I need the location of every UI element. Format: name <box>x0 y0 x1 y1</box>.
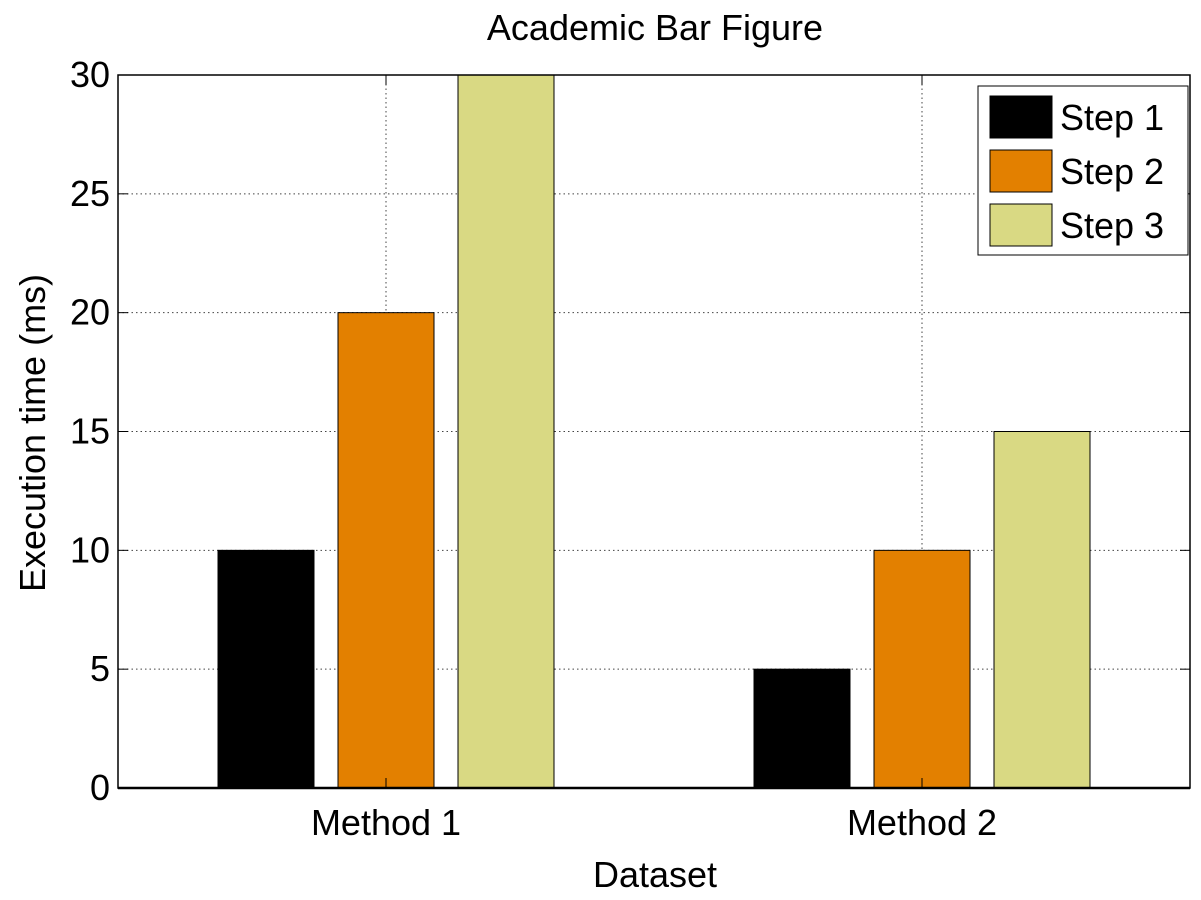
y-tick-label: 15 <box>70 411 110 452</box>
legend-label: Step 1 <box>1060 97 1164 138</box>
bars <box>118 74 1190 790</box>
bar <box>457 74 555 789</box>
y-tick-label: 0 <box>90 767 110 808</box>
y-tick-label: 10 <box>70 529 110 570</box>
x-tick-label: Method 2 <box>847 802 997 843</box>
y-tick-label: 30 <box>70 54 110 95</box>
bar <box>337 312 435 789</box>
y-tick-label: 25 <box>70 173 110 214</box>
x-tick-label: Method 1 <box>311 802 461 843</box>
y-axis-label: Execution time (ms) <box>12 274 53 592</box>
x-axis-label: Dataset <box>593 854 717 895</box>
x-axis-ticks: Method 1 Method 2 <box>311 75 997 843</box>
y-axis-ticks: 0 5 10 15 20 25 30 <box>70 54 1190 808</box>
bar <box>753 668 851 789</box>
legend-swatch <box>989 203 1053 247</box>
bar <box>993 431 1091 789</box>
bar <box>217 549 315 789</box>
legend-label: Step 2 <box>1060 151 1164 192</box>
y-tick-label: 5 <box>90 648 110 689</box>
y-tick-label: 20 <box>70 292 110 333</box>
legend-label: Step 3 <box>1060 205 1164 246</box>
chart-title: Academic Bar Figure <box>487 7 823 48</box>
bar <box>873 549 971 789</box>
legend: Step 1 Step 2 Step 3 <box>977 85 1189 256</box>
legend-swatch <box>989 149 1053 193</box>
legend-swatch <box>989 95 1053 139</box>
